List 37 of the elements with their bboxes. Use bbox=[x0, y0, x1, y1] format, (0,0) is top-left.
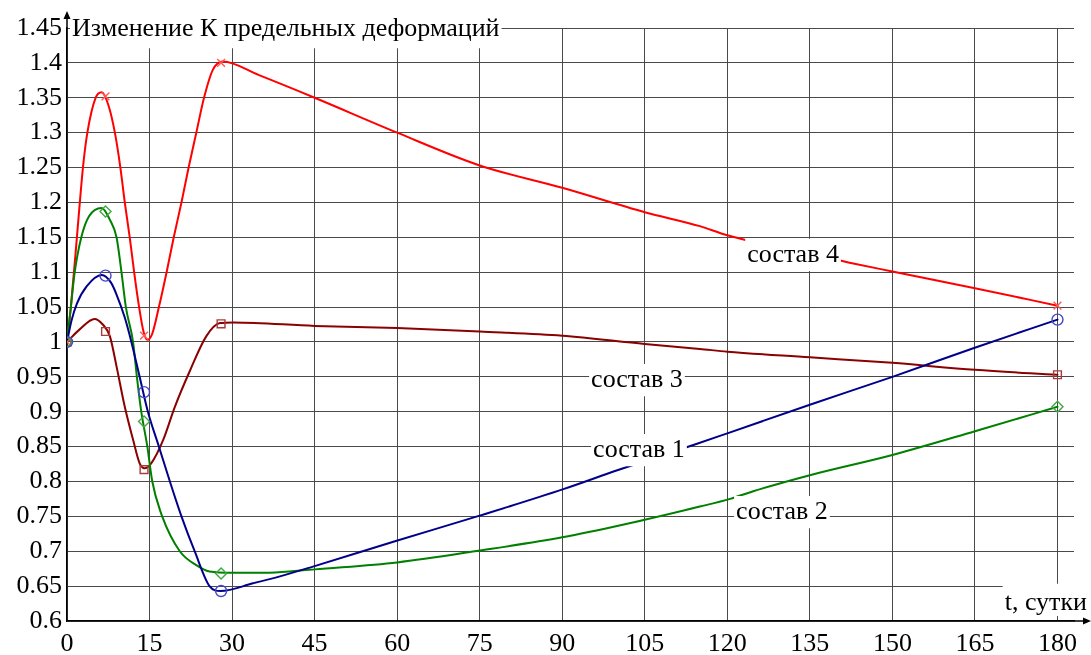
x-tick-label: 105 bbox=[625, 628, 665, 655]
y-tick-label: 0.95 bbox=[16, 360, 62, 390]
x-tick-label: 0 bbox=[60, 628, 74, 655]
series-label: состав 2 bbox=[736, 495, 828, 525]
y-tick-label: 1.2 bbox=[29, 186, 62, 216]
x-tick-label: 135 bbox=[790, 628, 830, 655]
y-axis-title: Изменение К предельных деформаций bbox=[72, 12, 500, 42]
x-tick-label: 60 bbox=[384, 628, 411, 655]
y-tick-label: 1.35 bbox=[16, 81, 62, 111]
x-tick-label: 30 bbox=[219, 628, 246, 655]
x-tick-label: 15 bbox=[136, 628, 163, 655]
y-tick-label: 0.9 bbox=[29, 395, 62, 425]
series-label: состав 4 bbox=[747, 238, 839, 268]
y-tick-label: 0.7 bbox=[29, 535, 62, 565]
y-tick-label: 1.05 bbox=[16, 290, 62, 320]
x-axis-title: t, сутки bbox=[1004, 586, 1088, 616]
y-tick-label: 1.45 bbox=[16, 11, 62, 41]
x-tick-label: 150 bbox=[872, 628, 912, 655]
y-tick-label: 0.8 bbox=[29, 465, 62, 495]
y-tick-label: 1.25 bbox=[16, 151, 62, 181]
x-tick-label: 90 bbox=[549, 628, 576, 655]
x-tick-label: 120 bbox=[707, 628, 747, 655]
y-tick-label: 0.6 bbox=[29, 604, 62, 634]
y-tick-label: 1.1 bbox=[29, 256, 62, 285]
x-tick-label: 45 bbox=[301, 628, 328, 655]
x-tick-label: 180 bbox=[1037, 628, 1077, 655]
y-tick-label: 0.75 bbox=[16, 500, 62, 530]
y-tick-label: 1.4 bbox=[29, 46, 62, 76]
y-tick-label: 1.15 bbox=[16, 221, 62, 251]
y-tick-label: 1.3 bbox=[29, 116, 62, 146]
series-label: состав 3 bbox=[591, 364, 683, 394]
y-tick-label: 1 bbox=[49, 325, 62, 355]
y-tick-label: 0.85 bbox=[16, 430, 62, 460]
x-tick-label: 165 bbox=[955, 628, 995, 655]
series-label: состав 1 bbox=[593, 433, 685, 463]
x-tick-label: 75 bbox=[466, 628, 493, 655]
y-tick-label: 0.65 bbox=[16, 569, 62, 599]
